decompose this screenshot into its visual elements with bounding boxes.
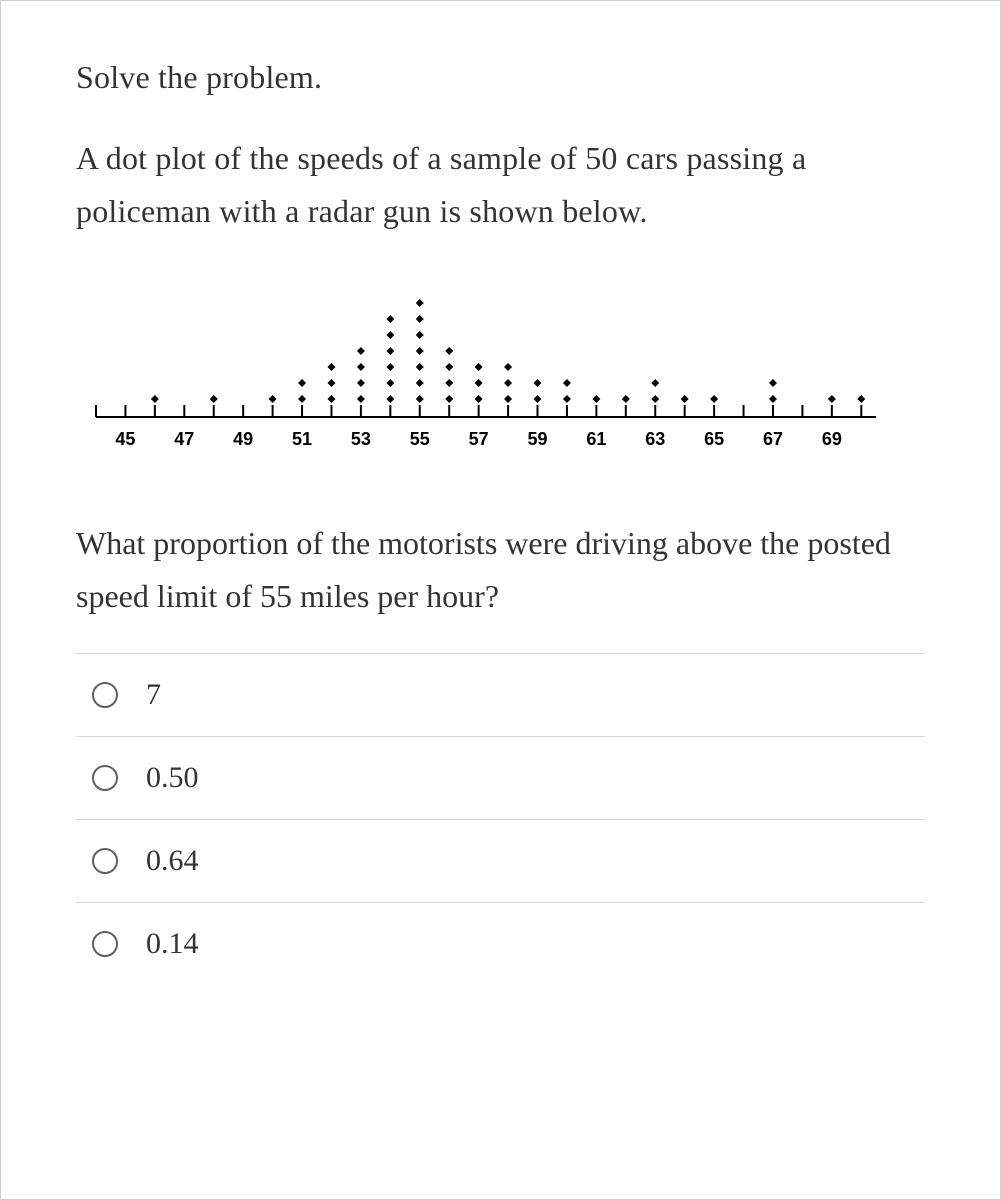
option-label: 0.64 — [146, 844, 199, 878]
dotplot-svg: 45 47 49 51 53 55 57 59 61 63 65 67 69 — [86, 277, 886, 457]
svg-text:59: 59 — [527, 429, 547, 449]
svg-text:51: 51 — [292, 429, 312, 449]
svg-text:63: 63 — [645, 429, 665, 449]
option-row[interactable]: 0.50 — [76, 736, 925, 819]
svg-text:61: 61 — [586, 429, 606, 449]
svg-text:65: 65 — [704, 429, 724, 449]
radio-button[interactable] — [92, 931, 118, 957]
option-row[interactable]: 0.64 — [76, 819, 925, 902]
svg-text:53: 53 — [351, 429, 371, 449]
radio-button[interactable] — [92, 682, 118, 708]
svg-text:49: 49 — [233, 429, 253, 449]
radio-button[interactable] — [92, 848, 118, 874]
question-text: What proportion of the motorists were dr… — [76, 517, 925, 623]
option-row[interactable]: 7 — [76, 653, 925, 736]
svg-text:45: 45 — [115, 429, 135, 449]
dotplot-figure: 45 47 49 51 53 55 57 59 61 63 65 67 69 — [76, 277, 925, 457]
prompt-block: Solve the problem. A dot plot of the spe… — [76, 51, 925, 237]
option-label: 7 — [146, 678, 161, 712]
option-row[interactable]: 0.14 — [76, 902, 925, 985]
description: A dot plot of the speeds of a sample of … — [76, 132, 925, 238]
svg-text:57: 57 — [469, 429, 489, 449]
option-label: 0.50 — [146, 761, 199, 795]
options-list: 7 0.50 0.64 0.14 — [76, 653, 925, 985]
option-label: 0.14 — [146, 927, 199, 961]
svg-text:55: 55 — [410, 429, 430, 449]
svg-text:69: 69 — [822, 429, 842, 449]
heading: Solve the problem. — [76, 51, 925, 104]
question-card: Solve the problem. A dot plot of the spe… — [0, 0, 1001, 1200]
svg-text:47: 47 — [174, 429, 194, 449]
radio-button[interactable] — [92, 765, 118, 791]
svg-text:67: 67 — [763, 429, 783, 449]
